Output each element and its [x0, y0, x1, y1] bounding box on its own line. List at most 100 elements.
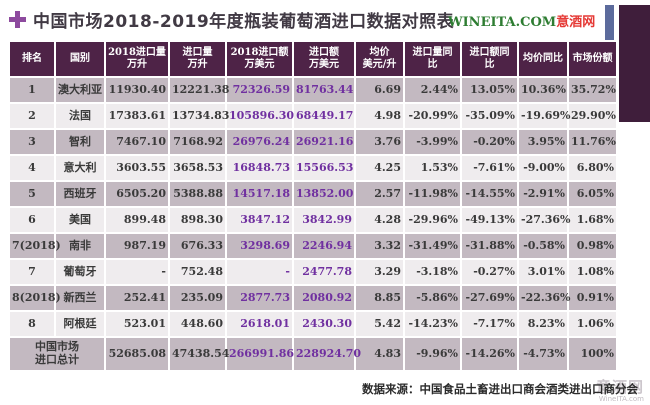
cell-country: 美国: [56, 208, 104, 232]
cell-avg-price: 4.83: [356, 338, 403, 370]
cell-market-share: 100%: [569, 338, 616, 370]
cell-volume-2019: 13734.83: [170, 104, 229, 128]
cell-rank: 8(2018): [10, 286, 61, 310]
cell-price-yoy: -4.73%: [519, 338, 567, 370]
cell-rank: 6: [10, 208, 54, 232]
cell-price-yoy: 10.36%: [519, 78, 567, 102]
cell-value-2019: 26921.16: [294, 130, 354, 154]
table-row-10: 8 阿根廷 523.01 448.60 2618.01 2430.30 5.42 -14.23…: [10, 312, 616, 336]
cell-rank: 7: [10, 260, 54, 284]
watermark-text: 意酒网: [595, 378, 644, 396]
cell-country: 南非: [56, 234, 104, 258]
data-source-note: 数据来源：中国食品土畜进出口商会酒类进出口商分会: [362, 382, 638, 396]
table-row-9: 8(2018) 新西兰 252.41 235.09 2877.73 2080.92 8.85…: [10, 286, 616, 310]
cell-value-2018: 2618.01: [227, 312, 292, 336]
table-header: 排名 国别 2018进口量 万升 进口量 万升 2018进口额 万美元 进口额 万美元 均价…: [10, 42, 616, 76]
cell-volume-2018: 7467.10: [106, 130, 168, 154]
cell-value-2019: 3842.99: [294, 208, 354, 232]
cell-country: 法国: [56, 104, 104, 128]
logo-name-text: 意酒网: [556, 15, 596, 30]
cell-value-2019: 81763.44: [294, 78, 354, 102]
cell-value-2018: 14517.18: [227, 182, 292, 206]
table-body: 1 澳大利亚 11930.40 12221.38 72326.59 81763.44 6.6…: [10, 78, 616, 370]
cell-volume-2019: 3658.53: [170, 156, 225, 180]
header-volume-2018: 2018进口量 万升: [106, 42, 168, 76]
cell-value-2018: 72326.59: [227, 78, 292, 102]
cell-value-yoy: -27.69%: [462, 286, 517, 310]
cell-country: 葡萄牙: [56, 260, 104, 284]
cell-value-2018: 3847.12: [227, 208, 292, 232]
decoration-blue-bar: [605, 5, 614, 41]
cell-avg-price: 6.69: [356, 78, 403, 102]
cell-value-2019: 228924.70: [294, 338, 361, 370]
cell-value-2019: 2477.78: [294, 260, 354, 284]
cell-avg-price: 4.28: [356, 208, 403, 232]
cell-rank: 5: [10, 182, 54, 206]
cell-country: 智利: [56, 130, 104, 154]
cell-rank: 3: [10, 130, 54, 154]
cell-avg-price: 8.85: [356, 286, 403, 310]
decoration-purple-block: [619, 5, 650, 122]
cell-avg-price: 3.29: [356, 260, 403, 284]
cell-avg-price: 2.57: [356, 182, 403, 206]
cell-value-yoy: -49.13%: [462, 208, 517, 232]
cell-volume-yoy: -29.96%: [405, 208, 460, 232]
cell-value-2019: 68449.17: [294, 104, 354, 128]
header-avg-price: 均价 美元/升: [356, 42, 403, 76]
cell-rank: 2: [10, 104, 54, 128]
header-value-2018: 2018进口额 万美元: [227, 42, 292, 76]
cell-volume-2018: 52685.08: [106, 338, 168, 370]
table-row-2: 2 法国 17383.61 13734.83 105896.30 68449.17 4.98…: [10, 104, 616, 128]
cell-volume-2019: 448.60: [170, 312, 225, 336]
table-row-3: 3 智利 7467.10 7168.92 26976.24 26921.16 3.76 -3.…: [10, 130, 616, 154]
header-value-2019: 进口额 万美元: [294, 42, 354, 76]
cell-price-yoy: -19.69%: [519, 104, 570, 128]
cell-market-share: 29.90%: [569, 104, 616, 128]
cell-volume-yoy: 2.44%: [405, 78, 460, 102]
wine-import-table: 排名 国别 2018进口量 万升 进口量 万升 2018进口额 万美元 进口额 万美元 均价…: [8, 40, 618, 372]
cell-market-share: 0.91%: [569, 286, 616, 310]
cell-volume-yoy: -5.86%: [405, 286, 460, 310]
cell-value-yoy: -7.17%: [462, 312, 517, 336]
cell-value-2018: -: [227, 260, 292, 284]
cell-value-2018: 26976.24: [227, 130, 292, 154]
cell-price-yoy: 8.23%: [519, 312, 567, 336]
cell-price-yoy: -0.58%: [519, 234, 567, 258]
table-row-total: 中国市场 进口总计 52685.08 47438.54 266991.86 228924…: [10, 338, 616, 370]
cell-market-share: 1.06%: [569, 312, 616, 336]
header-volume-yoy: 进口量同 比: [405, 42, 460, 76]
cell-volume-yoy: -3.99%: [405, 130, 460, 154]
cell-market-share: 1.08%: [569, 260, 616, 284]
cell-price-yoy: -22.36%: [519, 286, 570, 310]
cell-volume-yoy: 1.53%: [405, 156, 460, 180]
cell-value-2018: 2877.73: [227, 286, 292, 310]
cell-rank: 4: [10, 156, 54, 180]
cell-country: 意大利: [56, 156, 104, 180]
cell-avg-price: 5.42: [356, 312, 403, 336]
cell-value-yoy: -7.61%: [462, 156, 517, 180]
cell-volume-2019: 752.48: [170, 260, 225, 284]
table-row-7: 7(2018) 南非 987.19 676.33 3298.69 2246.94 3.32-…: [10, 234, 616, 258]
cell-avg-price: 3.76: [356, 130, 403, 154]
cell-value-2018: 105896.30: [227, 104, 294, 128]
cell-volume-2019: 12221.38: [170, 78, 229, 102]
header-price-yoy: 均价同比: [519, 42, 567, 76]
cell-volume-yoy: -14.23%: [405, 312, 460, 336]
cell-volume-2018: 3603.55: [106, 156, 168, 180]
header-market-share: 市场份额: [569, 42, 616, 76]
cell-country: 西班牙: [56, 182, 104, 206]
cell-volume-2018: 252.41: [106, 286, 168, 310]
cell-volume-yoy: -11.98%: [405, 182, 460, 206]
watermark: 意酒网 WineITA.com: [596, 376, 644, 403]
cell-volume-yoy: -9.96%: [405, 338, 460, 370]
cell-value-2019: 15566.53: [294, 156, 354, 180]
cell-avg-price: 4.98: [356, 104, 403, 128]
cell-volume-2018: 17383.61: [106, 104, 168, 128]
cell-market-share: 35.72%: [569, 78, 616, 102]
table-header-row: 排名 国别 2018进口量 万升 进口量 万升 2018进口额 万美元 进口额 万美元 均价…: [10, 42, 616, 76]
cell-volume-2019: 898.30: [170, 208, 225, 232]
cell-price-yoy: -27.36%: [519, 208, 570, 232]
header-rank: 排名: [10, 42, 54, 76]
cell-value-2019: 2430.30: [294, 312, 354, 336]
